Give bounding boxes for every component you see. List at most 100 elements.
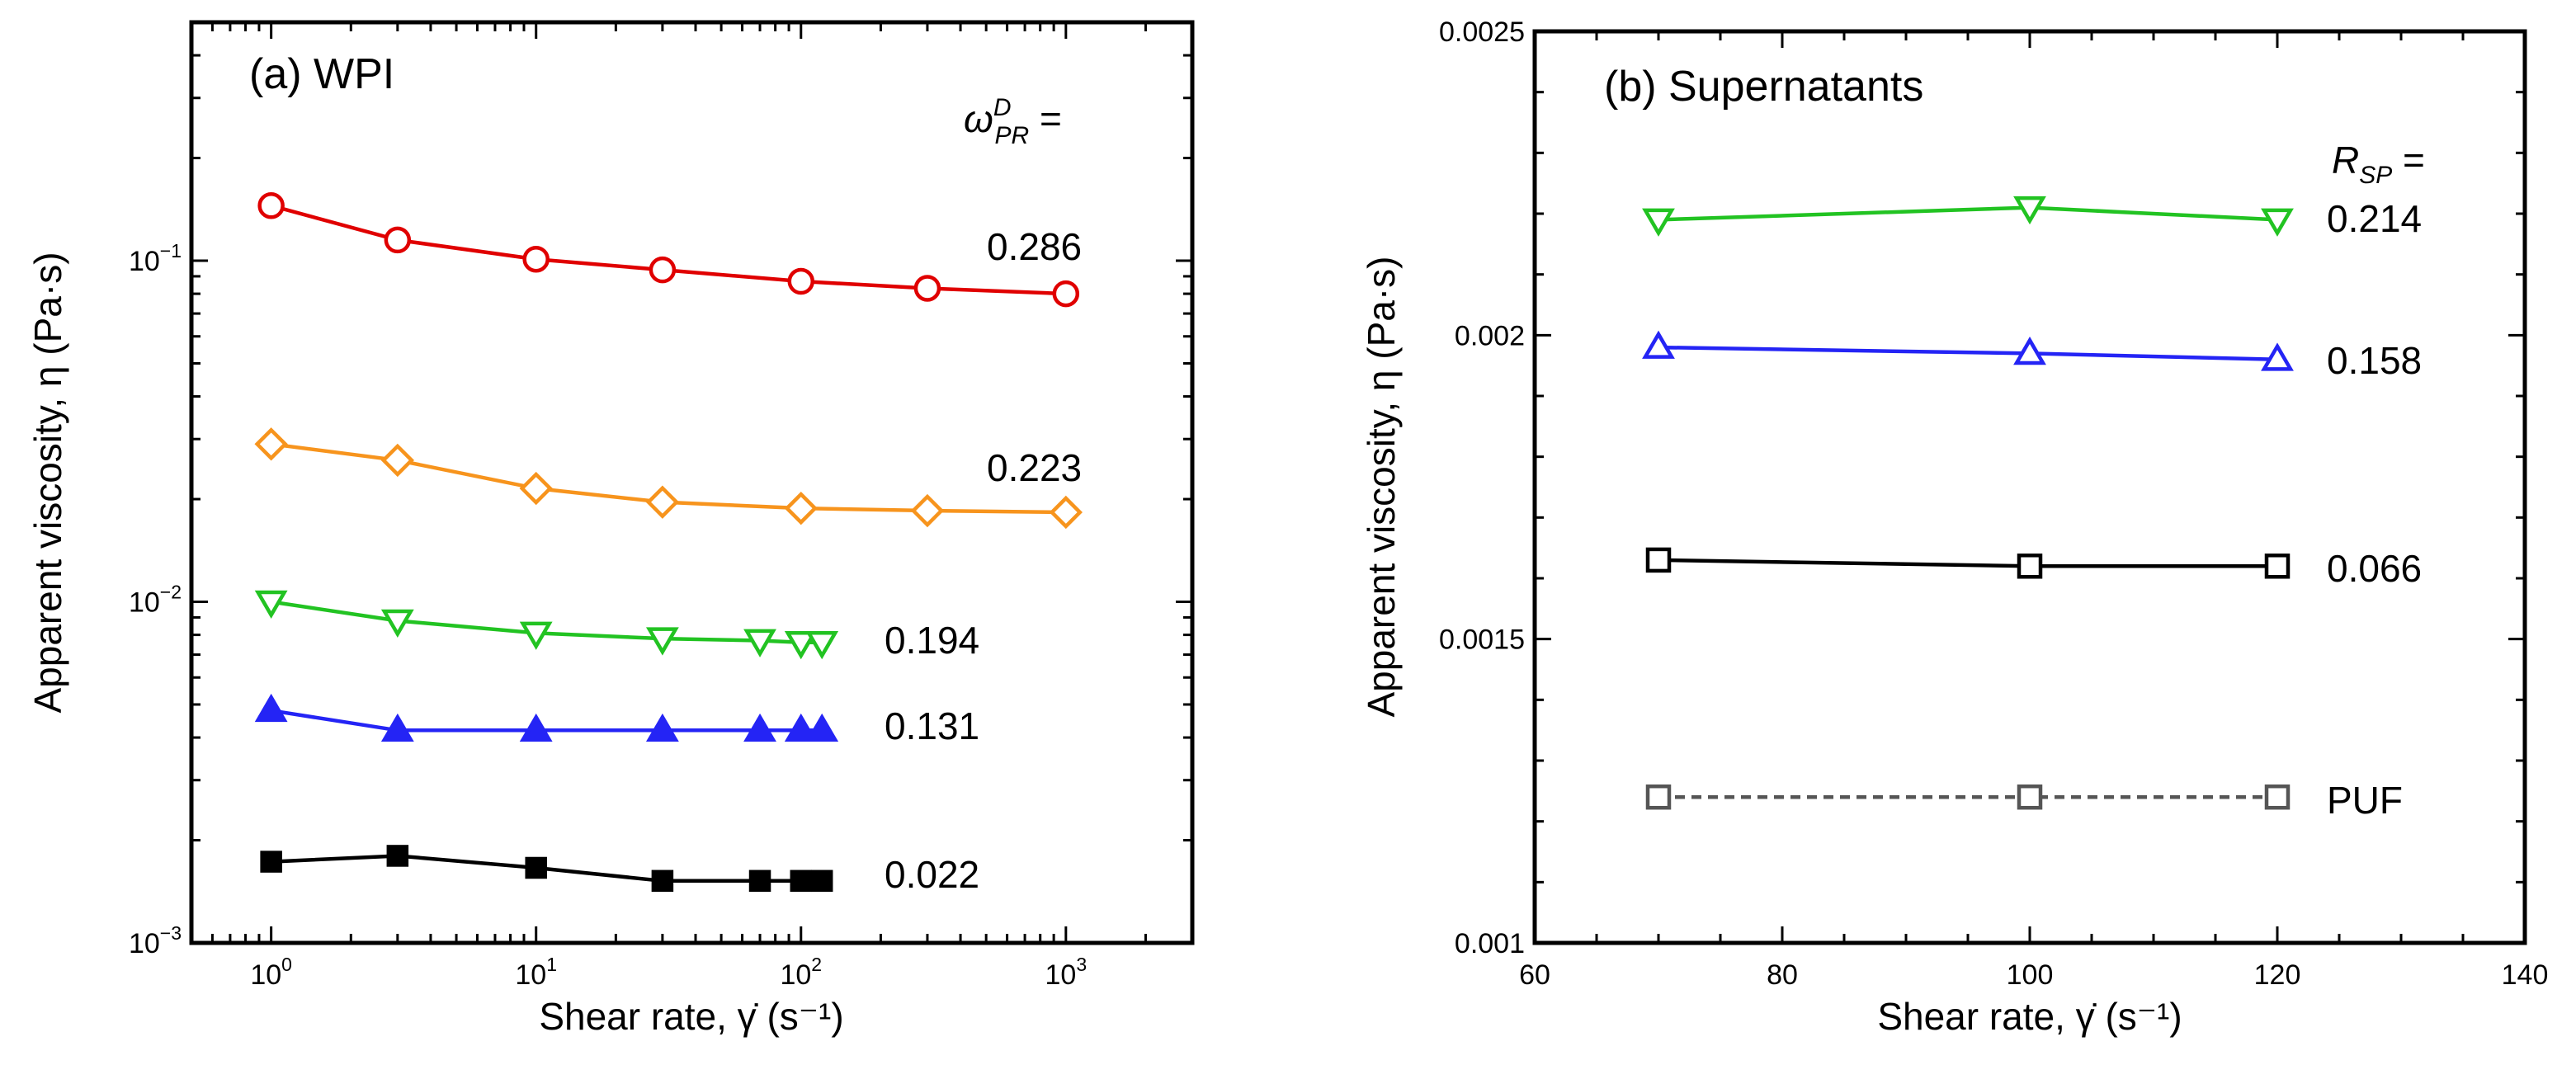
series-label: 0.286 [987, 225, 1082, 268]
series-label: 0.158 [2327, 339, 2422, 382]
y-tick-label: 10−1 [129, 240, 182, 277]
data-point [913, 275, 941, 302]
data-point [784, 631, 818, 660]
x-ticks [1533, 31, 2526, 943]
data-point [254, 590, 288, 619]
series-line [1658, 205, 2278, 222]
y-axis-title: Apparent viscosity, η (Pa·s) [1360, 256, 1403, 717]
panel-label: (b) Supernatants [1604, 63, 1923, 111]
x-axis-title: Shear rate, γ̇ (s⁻¹) [539, 995, 843, 1038]
data-point [260, 851, 282, 873]
legend-title: RSP = [2332, 139, 2425, 189]
x-tick-label: 103 [1045, 954, 1087, 991]
data-point [257, 192, 285, 219]
legend-title: ωD PR = [964, 94, 1062, 149]
plot-frame [189, 20, 1195, 945]
panel-b-chart: 60 80 100 120 140 0.001 0.0015 0.002 0.0025 Shear… [1360, 16, 2548, 1038]
data-point [649, 256, 677, 284]
series-label: 0.066 [2327, 547, 2422, 590]
x-axis-title: Shear rate, γ̇ (s⁻¹) [1877, 995, 2182, 1038]
y-tick-label: 0.001 [1455, 928, 1525, 959]
x-tick-label: 80 [1767, 959, 1798, 991]
data-point [1049, 495, 1083, 530]
series-label: 0.194 [885, 619, 979, 662]
series-line [1658, 558, 2277, 568]
data-point [910, 493, 945, 528]
data-point [2017, 554, 2043, 579]
series-0.194 [254, 590, 839, 660]
data-point [2013, 196, 2046, 225]
data-point [254, 693, 288, 723]
y-tick-label: 10−3 [129, 922, 182, 959]
data-point [805, 713, 839, 742]
data-point [810, 869, 833, 893]
data-point [787, 267, 815, 295]
data-point [2013, 336, 2046, 365]
data-point [386, 845, 409, 867]
x-ticks [190, 22, 1194, 943]
data-point [748, 869, 771, 893]
y-tick-label: 0.0015 [1439, 624, 1525, 656]
y-tick-label: 10−2 [129, 582, 182, 619]
data-point [380, 609, 414, 638]
data-point [519, 471, 553, 506]
y-ticks [191, 21, 1192, 945]
series-label: PUF [2327, 779, 2403, 822]
series-label: 0.223 [987, 446, 1082, 489]
series-line [1658, 345, 2278, 362]
data-point [805, 631, 839, 660]
series-0.022 [260, 845, 833, 893]
data-point [519, 713, 553, 742]
data-point [525, 856, 547, 879]
data-point [645, 627, 679, 656]
series-0.286 [257, 192, 1080, 308]
series-line [271, 709, 823, 733]
data-point [2264, 554, 2291, 579]
data-point [1645, 784, 1672, 810]
series-PUF [1645, 784, 2291, 810]
data-point [645, 485, 680, 519]
series-0.158 [1642, 330, 2294, 371]
data-point [743, 713, 776, 742]
y-tick-label: 0.002 [1455, 320, 1525, 351]
series-0.131 [254, 693, 839, 742]
data-point [2261, 342, 2294, 371]
data-point [1642, 208, 1675, 237]
data-point [522, 245, 550, 273]
data-point [2017, 784, 2043, 810]
panel-label: (a) WPI [249, 50, 394, 98]
data-point [1642, 330, 1675, 359]
data-point [2264, 784, 2291, 810]
data-point [2261, 208, 2294, 237]
series-label: 0.214 [2327, 197, 2422, 240]
series-0.066 [1645, 547, 2291, 579]
x-tick-label: 100 [250, 954, 292, 991]
data-point [784, 491, 818, 525]
series-label: 0.022 [885, 853, 979, 896]
x-tick-label: 120 [2254, 959, 2301, 991]
series-0.223 [254, 427, 1083, 530]
y-axis-title: Apparent viscosity, η (Pa·s) [26, 252, 69, 713]
x-tick-label: 60 [1519, 959, 1550, 991]
x-tick-label: 100 [2007, 959, 2054, 991]
y-ticks [1535, 30, 2525, 945]
x-tick-label: 101 [515, 954, 557, 991]
data-point [790, 869, 813, 893]
data-point [380, 713, 414, 742]
data-point [384, 226, 412, 254]
series-label: 0.131 [885, 705, 979, 747]
data-point [380, 443, 415, 478]
series-0.214 [1642, 196, 2294, 237]
y-tick-label: 0.0025 [1439, 16, 1525, 48]
data-point [1052, 280, 1080, 308]
data-point [645, 713, 679, 742]
x-tick-label: 140 [2502, 959, 2549, 991]
data-point [519, 621, 553, 650]
data-point [784, 713, 818, 742]
data-point [743, 629, 776, 657]
data-point [1645, 547, 1672, 573]
data-point [254, 427, 288, 461]
data-point [651, 869, 674, 893]
panel-a-chart: 100 101 102 103 10−3 10−2 10−1 Shear rate, γ̇ (… [26, 20, 1195, 1038]
